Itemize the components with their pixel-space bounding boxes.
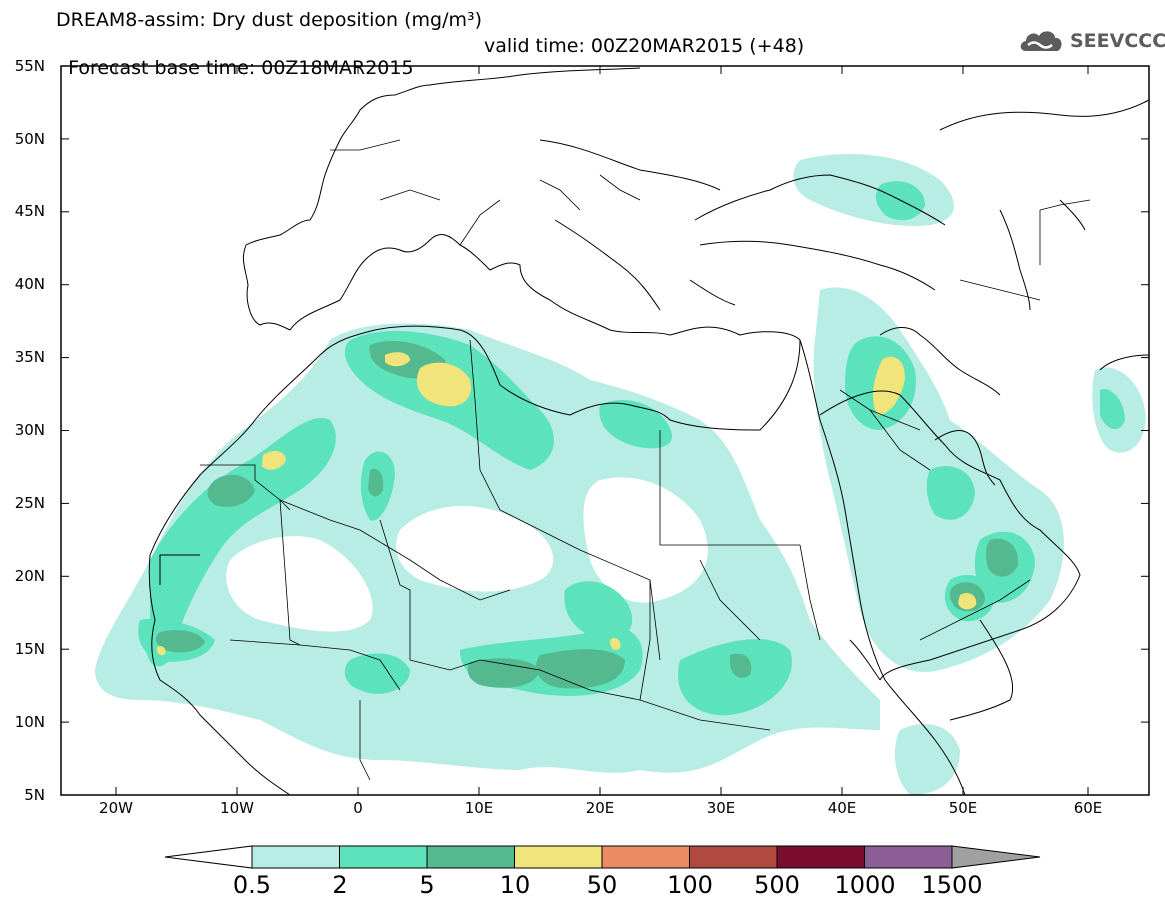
lon-tick-label: 30E xyxy=(707,799,736,817)
colorbar-label: 50 xyxy=(587,871,618,899)
colorbar-label: 1500 xyxy=(921,871,982,899)
logo-text: SEEVCCC xyxy=(1070,30,1165,52)
lat-tick-label: 20N xyxy=(15,567,45,585)
lat-tick-label: 15N xyxy=(15,640,45,658)
lon-tick-label: 50E xyxy=(949,799,978,817)
forecast-base-time: Forecast base time: 00Z18MAR2015 xyxy=(68,57,414,79)
lon-tick-label: 20E xyxy=(586,799,615,817)
tick-marks xyxy=(61,65,1149,796)
lat-tick-label: 10N xyxy=(15,713,45,731)
country-borders xyxy=(200,139,1091,781)
colorbar-label: 5 xyxy=(419,871,434,899)
colorbar-swatch xyxy=(339,845,428,869)
colorbar-label: 0.5 xyxy=(233,871,271,899)
lon-tick-label: 40E xyxy=(828,799,857,817)
colorbar-label: 1000 xyxy=(834,871,895,899)
lat-tick-label: 30N xyxy=(15,421,45,439)
lat-tick-label: 45N xyxy=(15,202,45,220)
colorbar-label: 500 xyxy=(754,871,800,899)
lon-tick-label: 20W xyxy=(99,799,133,817)
valid-time: valid time: 00Z20MAR2015 (+48) xyxy=(484,35,805,57)
lat-tick-label: 25N xyxy=(15,494,45,512)
colorbar-swatch xyxy=(776,845,865,869)
colorbar-low-arrow xyxy=(164,845,253,869)
contour-5 xyxy=(155,340,1019,689)
lat-tick-label: 55N xyxy=(15,57,45,75)
colorbar: 0.5 2 5 10 50 100 500 1000 1500 xyxy=(164,845,1041,899)
lat-tick-label: 40N xyxy=(15,275,45,293)
cloud-icon xyxy=(1020,31,1062,51)
lat-tick-label: 5N xyxy=(24,786,45,804)
lat-tick-label: 50N xyxy=(15,130,45,148)
colorbar-label: 10 xyxy=(500,871,531,899)
colorbar-swatch xyxy=(251,845,340,869)
seevccc-logo: SEEVCCC xyxy=(1018,25,1165,55)
lon-tick-label: 10W xyxy=(220,799,254,817)
colorbar-high-arrow xyxy=(951,845,1041,869)
colorbar-swatch xyxy=(864,845,953,869)
coastlines xyxy=(148,67,1149,795)
map-title: DREAM8-assim: Dry dust deposition (mg/m³… xyxy=(56,9,483,31)
longitude-labels: 20W 10W 0 10E 20E 30E 40E 50E 60E xyxy=(99,799,1102,817)
dust-deposition-field xyxy=(95,154,1146,795)
colorbar-swatch xyxy=(426,845,515,869)
forecast-time-line: Forecast base time: 00Z18MAR2015 valid t… xyxy=(56,35,804,101)
lat-tick-label: 35N xyxy=(15,348,45,366)
colorbar-label: 100 xyxy=(667,871,713,899)
colorbar-swatch xyxy=(601,845,690,869)
colorbar-swatch xyxy=(689,845,778,869)
lon-tick-label: 0 xyxy=(353,799,363,817)
lon-tick-label: 60E xyxy=(1074,799,1103,817)
colorbar-swatch xyxy=(514,845,603,869)
lon-tick-label: 10E xyxy=(465,799,494,817)
contour-10 xyxy=(156,352,977,656)
latitude-labels: 55N 50N 45N 40N 35N 30N 25N 20N 15N 10N … xyxy=(15,57,45,804)
colorbar-label: 2 xyxy=(332,871,347,899)
